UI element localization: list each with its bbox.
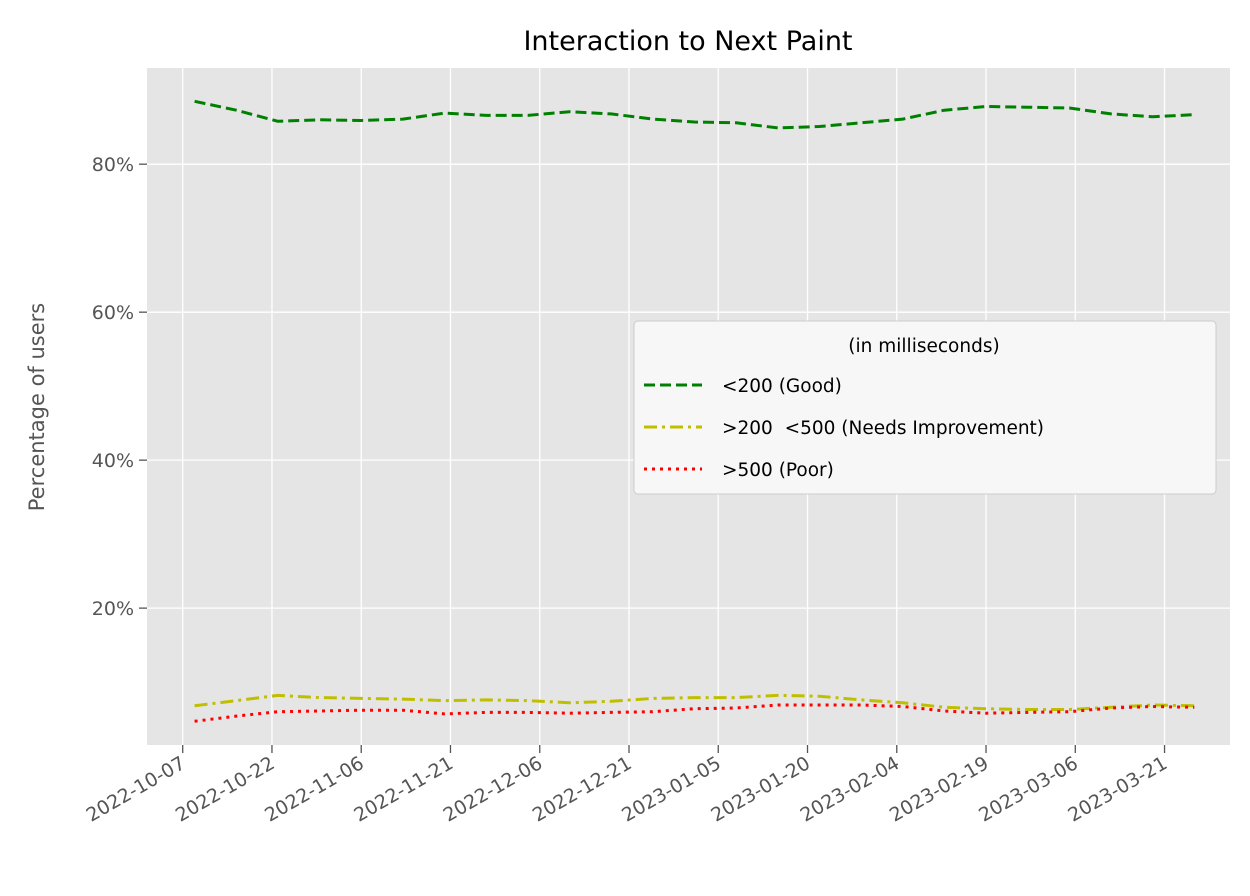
y-tick-label: 60%: [92, 302, 134, 324]
y-tick-label: 40%: [92, 450, 134, 472]
series-line-needs-improvement: [194, 693, 1195, 711]
series-line-poor: [194, 703, 1195, 723]
y-tick-label: 20%: [92, 598, 134, 620]
y-axis-label: Percentage of users: [25, 303, 49, 511]
y-tick-label: 80%: [92, 154, 134, 176]
legend-title: (in milliseconds): [848, 336, 999, 357]
legend: (in milliseconds) <200 (Good) >200 <500 …: [633, 320, 1217, 495]
chart-title: Interaction to Next Paint: [523, 26, 852, 57]
series-lines: [194, 99, 1195, 723]
legend-label-needs-improvement: >200 <500 (Needs Improvement): [722, 418, 1044, 439]
series-line-good: [194, 99, 1195, 130]
legend-label-poor: >500 (Poor): [722, 460, 834, 481]
legend-label-good: <200 (Good): [722, 376, 842, 397]
legend-box: [633, 320, 1217, 495]
